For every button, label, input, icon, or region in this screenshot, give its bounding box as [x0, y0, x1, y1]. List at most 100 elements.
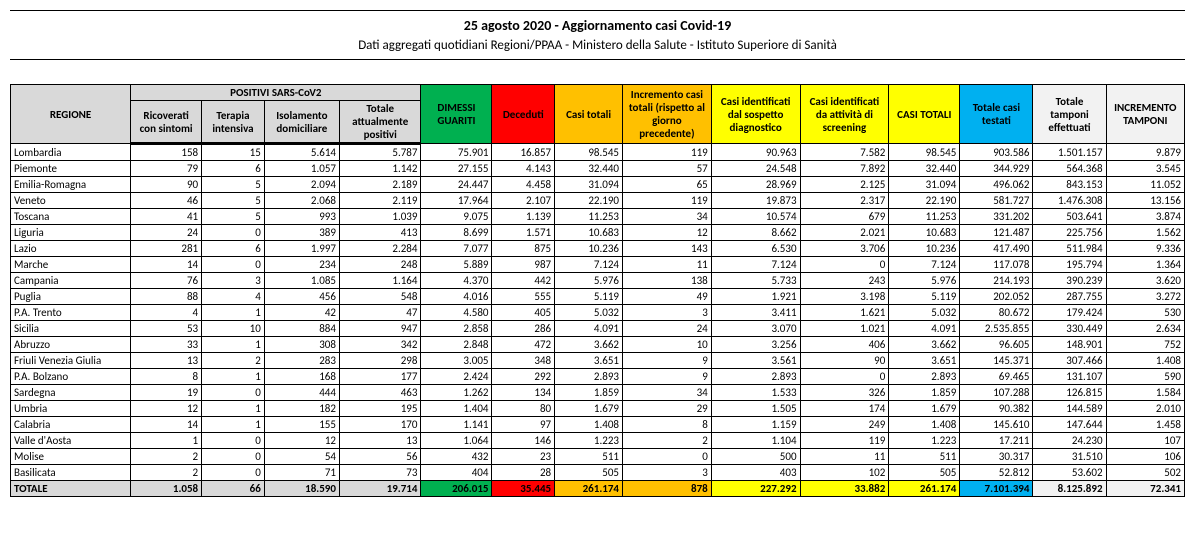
cell-regione: Lombardia [11, 144, 131, 161]
cell-value: 308 [264, 337, 339, 353]
cell-value: 10.683 [889, 225, 960, 241]
cell-value: 5.976 [889, 273, 960, 289]
cell-value: 42 [264, 305, 339, 321]
cell-total-label: TOTALE [11, 481, 131, 497]
cell-value: 2.119 [339, 193, 420, 209]
cell-value: 90 [800, 353, 889, 369]
cell-value: 444 [264, 385, 339, 401]
cell-regione: Calabria [11, 417, 131, 433]
cell-total-value: 72.341 [1106, 481, 1184, 497]
cell-value: 1.679 [555, 401, 623, 417]
cell-value: 2.893 [711, 369, 800, 385]
cell-value: 16.857 [492, 144, 555, 161]
cell-value: 7.124 [711, 257, 800, 273]
cell-value: 947 [339, 321, 420, 337]
hdr-casi-screening: Casi identificati da attività di screeni… [800, 85, 889, 144]
cell-regione: Liguria [11, 225, 131, 241]
cell-value: 10.574 [711, 209, 800, 225]
cell-total-value: 261.174 [555, 481, 623, 497]
cell-value: 12 [264, 433, 339, 449]
cell-value: 5.733 [711, 273, 800, 289]
hdr-testati: Totale casi testati [960, 85, 1033, 144]
cell-value: 3 [623, 465, 712, 481]
cell-value: 903.586 [960, 144, 1033, 161]
cell-value: 248 [339, 257, 420, 273]
cell-value: 243 [800, 273, 889, 289]
cell-value: 1.141 [421, 417, 492, 433]
cell-value: 75.901 [421, 144, 492, 161]
title-line2: Dati aggregati quotidiani Regioni/PPAA -… [10, 38, 1185, 53]
cell-value: 79 [131, 161, 202, 177]
table-row: Piemonte7961.0571.14227.1554.14332.44057… [11, 161, 1185, 177]
cell-value: 121.487 [960, 225, 1033, 241]
cell-value: 7.892 [800, 161, 889, 177]
cell-value: 1.139 [492, 209, 555, 225]
cell-value: 884 [264, 321, 339, 337]
hdr-isolamento: Isolamento domiciliare [264, 101, 339, 144]
cell-value: 249 [800, 417, 889, 433]
cell-value: 174 [800, 401, 889, 417]
cell-value: 530 [1106, 305, 1184, 321]
cell-total-value: 33.882 [800, 481, 889, 497]
cell-value: 331.202 [960, 209, 1033, 225]
cell-value: 505 [889, 465, 960, 481]
hdr-positivi-group: POSITIVI SARS-CoV2 [131, 85, 421, 101]
cell-value: 4.016 [421, 289, 492, 305]
cell-value: 12 [131, 401, 202, 417]
cell-value: 1 [202, 337, 265, 353]
table-row: Veneto4652.0682.11917.9642.10722.1901191… [11, 193, 1185, 209]
cell-value: 417.490 [960, 241, 1033, 257]
cell-value: 119 [623, 193, 712, 209]
cell-value: 413 [339, 225, 420, 241]
cell-value: 24 [623, 321, 712, 337]
cell-value: 1.159 [711, 417, 800, 433]
cell-value: 3.651 [889, 353, 960, 369]
cell-value: 3.706 [800, 241, 889, 257]
cell-value: 5.787 [339, 144, 420, 161]
cell-value: 41 [131, 209, 202, 225]
hdr-tamponi: Totale tamponi effettuati [1033, 85, 1106, 144]
cell-value: 97 [492, 417, 555, 433]
cell-value: 3.272 [1106, 289, 1184, 305]
cell-value: 27.155 [421, 161, 492, 177]
table-row-total: TOTALE1.0586618.59019.714206.01535.44526… [11, 481, 1185, 497]
cell-value: 3 [623, 305, 712, 321]
cell-value: 1.223 [555, 433, 623, 449]
cell-value: 1 [131, 433, 202, 449]
cell-value: 292 [492, 369, 555, 385]
table-row: Umbria1211821951.404801.679291.5051741.6… [11, 401, 1185, 417]
table-row: Lazio28161.9972.2847.07787510.2361436.53… [11, 241, 1185, 257]
cell-value: 1.408 [555, 417, 623, 433]
cell-value: 843.153 [1033, 177, 1106, 193]
cell-value: 4.091 [555, 321, 623, 337]
cell-value: 182 [264, 401, 339, 417]
cell-value: 0 [800, 257, 889, 273]
cell-value: 9.879 [1106, 144, 1184, 161]
table-row: Abruzzo3313083422.8484723.662103.2564063… [11, 337, 1185, 353]
hdr-incr-tamponi: INCREMENTO TAMPONI [1106, 85, 1184, 144]
cell-value: 46 [131, 193, 202, 209]
cell-value: 2.848 [421, 337, 492, 353]
cell-value: 80.672 [960, 305, 1033, 321]
hdr-regione: REGIONE [11, 85, 131, 144]
cell-value: 1.859 [555, 385, 623, 401]
cell-value: 195.794 [1033, 257, 1106, 273]
cell-value: 28 [492, 465, 555, 481]
cell-value: 0 [202, 449, 265, 465]
cell-value: 390.239 [1033, 273, 1106, 289]
cell-value: 6.530 [711, 241, 800, 257]
cell-value: 5.032 [555, 305, 623, 321]
cell-value: 2 [202, 353, 265, 369]
cell-value: 1.064 [421, 433, 492, 449]
cell-value: 432 [421, 449, 492, 465]
cell-value: 11.253 [555, 209, 623, 225]
cell-value: 29 [623, 401, 712, 417]
cell-value: 993 [264, 209, 339, 225]
cell-value: 590 [1106, 369, 1184, 385]
cell-value: 511 [555, 449, 623, 465]
cell-value: 1.085 [264, 273, 339, 289]
cell-value: 548 [339, 289, 420, 305]
cell-value: 23 [492, 449, 555, 465]
cell-value: 11.052 [1106, 177, 1184, 193]
cell-value: 5.032 [889, 305, 960, 321]
